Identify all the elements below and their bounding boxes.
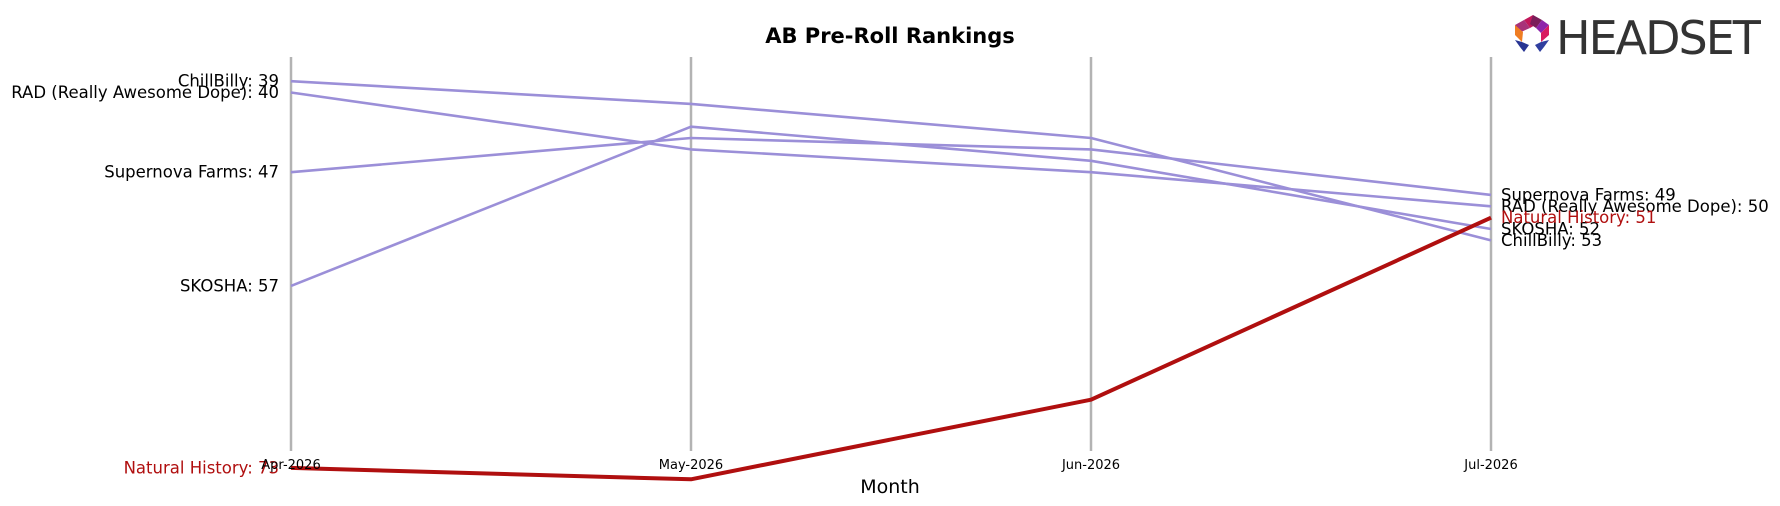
start-label-skosha: SKOSHA: 57: [180, 276, 279, 295]
x-tick-label: Jun-2026: [1061, 458, 1120, 473]
x-axis-label: Month: [860, 476, 920, 498]
headset-logo-text: HEADSET: [1556, 11, 1762, 65]
end-label-supernova-farms: Supernova Farms: 49: [1501, 185, 1676, 204]
end-label-chillbilly: ChillBilly: 53: [1501, 231, 1602, 250]
headset-logo: HEADSET: [1515, 11, 1764, 65]
x-tick-label: May-2026: [659, 458, 723, 473]
series-labels: ChillBilly: 39 ChillBilly: 53 RAD (Really …: [11, 72, 1768, 478]
headset-logo-icon: [1515, 15, 1549, 52]
series-line-supernova-farms: [290, 136, 1492, 197]
grid-lines: [289, 57, 1493, 451]
end-label-natural-history: Natural History: 51: [1501, 208, 1656, 227]
series-lines: [290, 79, 1492, 482]
start-label-rad-really-awesome-dope: RAD (Really Awesome Dope): 40: [11, 83, 279, 102]
end-label-rad-really-awesome-dope: RAD (Really Awesome Dope): 50: [1501, 197, 1769, 216]
x-tick-label: Jul-2026: [1463, 458, 1517, 473]
chart-title: AB Pre-Roll Rankings: [765, 24, 1015, 48]
start-label-chillbilly: ChillBilly: 39: [178, 72, 279, 91]
start-label-natural-history: Natural History: 73: [124, 458, 279, 477]
start-label-supernova-farms: Supernova Farms: 47: [104, 163, 279, 182]
end-label-skosha: SKOSHA: 52: [1501, 220, 1600, 239]
series-line-natural-history: [290, 215, 1492, 482]
series-line-skosha: [290, 125, 1492, 288]
x-tick-label: Apr-2026: [261, 458, 320, 473]
series-line-rad-really-awesome-dope: [290, 91, 1492, 208]
x-tick-labels: Apr-2026 May-2026 Jun-2026 Jul-2026: [261, 458, 1517, 473]
